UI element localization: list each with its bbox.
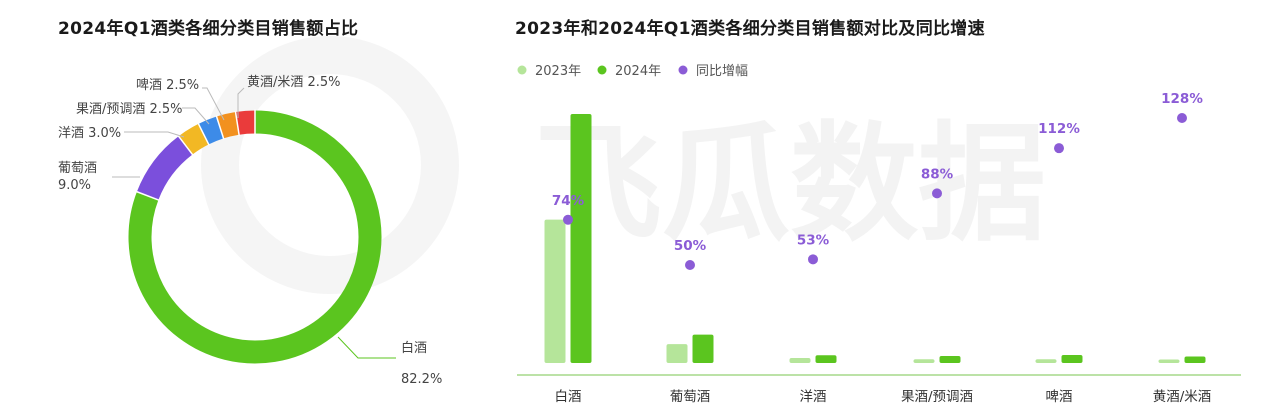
growth-point	[932, 188, 942, 199]
category-label: 果酒/预调酒	[901, 389, 973, 405]
donut-slice	[178, 123, 209, 155]
leader-line	[124, 131, 185, 138]
bar-2023	[666, 344, 688, 363]
bar-2024	[1061, 354, 1083, 363]
donut-slice	[235, 110, 256, 135]
legend-label: 2024年	[615, 64, 661, 79]
growth-point	[563, 214, 573, 225]
donut-separator	[177, 134, 194, 156]
legend-marker	[678, 65, 688, 75]
donut-separator	[135, 190, 160, 202]
leader-line	[337, 336, 396, 359]
watermark-logo-shape	[201, 36, 459, 294]
growth-point	[685, 260, 695, 270]
donut-slice	[216, 112, 240, 139]
bar-2023	[913, 359, 935, 363]
growth-point	[1177, 113, 1187, 123]
slice-label: 葡萄酒	[58, 161, 97, 176]
bar-2023	[1035, 359, 1057, 363]
bar-chart-title: 2023年和2024年Q1酒类各细分类目销售额对比及同比增速	[515, 19, 985, 39]
bar-2023	[789, 357, 811, 363]
legend-label: 2023年	[535, 64, 581, 79]
watermark-text: 飞瓜数据	[534, 110, 1046, 259]
growth-label: 88%	[921, 166, 954, 182]
slice-label: 白酒	[401, 340, 427, 356]
donut-labels: 白酒 82.2% 葡萄酒 9.0% 洋酒 3.0% 果酒/预调酒 2.5% 啤酒 2.5% 黄…	[58, 75, 442, 387]
legend-marker	[517, 65, 527, 75]
slice-value: 82.2%	[401, 372, 442, 387]
bar-2024	[815, 355, 837, 363]
slice-value: 9.0%	[58, 178, 91, 193]
donut-separator	[197, 122, 210, 146]
legend-label: 同比增幅	[696, 64, 748, 79]
bar-chart: 白酒 葡萄酒 洋酒 果酒/预调酒 啤酒 黄酒/米酒 74% 50% 53% 88% 112% 128%	[517, 91, 1241, 405]
bar-2024	[1184, 356, 1206, 363]
growth-label: 128%	[1161, 91, 1203, 107]
slice-label: 黄酒/米酒 2.5%	[247, 75, 341, 90]
bar-legend: 2023年 2024年 同比增幅	[517, 64, 748, 79]
growth-label: 112%	[1038, 121, 1080, 137]
pie-chart-title: 2024年Q1酒类各细分类目销售额占比	[58, 19, 359, 39]
slice-label: 果酒/预调酒 2.5%	[76, 102, 183, 117]
leader-line	[202, 87, 225, 121]
bar-2024	[692, 334, 714, 363]
slice-label: 啤酒 2.5%	[136, 78, 199, 93]
category-label: 葡萄酒	[670, 389, 711, 405]
bar-2024	[570, 114, 592, 363]
growth-label: 53%	[797, 232, 830, 248]
slice-label: 洋酒 3.0%	[58, 126, 121, 141]
growth-point	[808, 254, 818, 265]
watermark: 飞瓜数据	[201, 36, 1046, 294]
donut-slice	[198, 116, 224, 145]
growth-label: 74%	[552, 193, 585, 209]
bar-2024	[939, 355, 961, 363]
bar-2023	[1158, 359, 1180, 363]
bar-2023	[544, 219, 566, 363]
donut-chart	[128, 109, 382, 364]
donut-separator	[234, 110, 240, 136]
category-label: 洋酒	[800, 389, 827, 405]
leader-line	[237, 87, 245, 118]
legend-marker	[597, 65, 607, 75]
donut-separator	[215, 115, 225, 140]
category-label: 黄酒/米酒	[1153, 389, 1212, 405]
leader-line	[182, 107, 210, 125]
category-label: 啤酒	[1046, 389, 1073, 405]
category-label: 白酒	[555, 389, 582, 405]
growth-label: 50%	[674, 238, 707, 254]
donut-slice	[128, 110, 382, 364]
donut-slice	[136, 136, 193, 201]
growth-point	[1054, 143, 1064, 154]
